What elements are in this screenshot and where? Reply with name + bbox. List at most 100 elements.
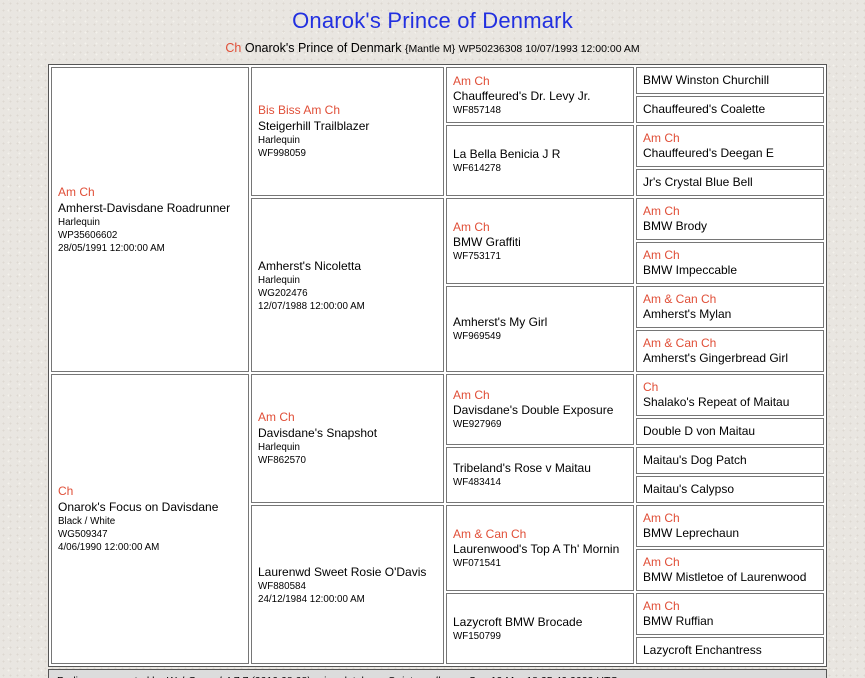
dog-name: Steigerhill Trailblazer [258, 119, 370, 133]
dog-detail: WF614278 [453, 162, 501, 174]
pedigree-row: Jr's Crystal Blue Bell [51, 169, 824, 196]
pedigree-row: Am Ch BMW Impeccable [51, 242, 824, 284]
footer-app-version: WebGeneal 4.7.7 (2010.08.08) [166, 675, 310, 678]
champion-title: Am Ch [453, 388, 490, 402]
pedigree-cell-gen4-3: Jr's Crystal Blue Bell [636, 169, 824, 196]
pedigree-cell-gen1-1: Ch Onarok's Focus on Davisdane Black / Whi… [51, 374, 249, 664]
dog-detail: WF857148 [453, 104, 501, 116]
pedigree-cell-gen4-6: Am & Can Ch Amherst's Mylan [636, 286, 824, 328]
dog-name: Laurenwd Sweet Rosie O'Davis [258, 564, 427, 579]
champion-title: Am Ch [643, 131, 680, 145]
pedigree-cell-gen4-4: Am Ch BMW Brody [636, 198, 824, 240]
pedigree-cell-gen4-11: Maitau's Calypso [636, 476, 824, 503]
footer-period: . [617, 675, 620, 678]
pedigree-cell-gen3-1: La Bella Benicia J R WF614278 [446, 125, 634, 196]
pedigree-cell-gen2-0: Bis Biss Am Ch Steigerhill Trailblazer Har… [251, 67, 444, 196]
dog-name: Tribeland's Rose v Maitau [453, 461, 591, 475]
pedigree-cell-gen3-6: Am & Can Ch Laurenwood's Top A Th' Mornin… [446, 505, 634, 591]
champion-title: Am Ch [643, 248, 680, 262]
pedigree-row: Amherst's Nicoletta Harlequin WG202476 12/0… [51, 198, 824, 372]
dog-name: Onarok's Focus on Davisdane [58, 500, 219, 514]
pedigree-row: Double D von Maitau [51, 418, 824, 445]
pedigree-cell-gen2-1: Amherst's Nicoletta Harlequin WG202476 12/0… [251, 198, 444, 372]
dog-name: BMW Impeccable [643, 263, 738, 277]
dog-detail: 12/07/1988 12:00:00 AM [258, 300, 365, 312]
subtitle-registration: WP50236308 10/07/1993 12:00:00 AM [458, 43, 640, 55]
champion-title: Am & Can Ch [643, 336, 717, 350]
subtitle-variant: {Mantle M} [404, 43, 456, 55]
dog-name: BMW Ruffian [643, 614, 714, 628]
dog-name: BMW Leprechaun [643, 526, 740, 540]
dog-detail: WE927969 [453, 419, 502, 430]
dog-detail: WF753171 [453, 250, 501, 262]
dog-name: BMW Winston Churchill [643, 73, 770, 87]
dog-name: Amherst-Davisdane Roadrunner [58, 200, 231, 215]
dog-name: BMW Mistletoe of Laurenwood [643, 570, 807, 584]
dog-detail: 4/06/1990 12:00:00 AM [58, 542, 160, 553]
dog-detail: WF483414 [453, 477, 501, 488]
dog-detail: WF880584 [258, 580, 306, 592]
dog-name: La Bella Benicia J R [453, 146, 561, 161]
dog-name: Amherst's Gingerbread Girl [643, 351, 789, 365]
subtitle-champion-prefix: Ch [225, 41, 242, 55]
champion-title: Am & Can Ch [453, 526, 527, 541]
dog-detail: WP35606602 [58, 229, 118, 241]
pedigree-cell-gen4-13: Am Ch BMW Mistletoe of Laurenwood [636, 549, 824, 591]
champion-title: Bis Biss Am Ch [258, 103, 341, 117]
dog-name: Amherst's Nicoletta [258, 258, 361, 273]
footer-connector: on [454, 675, 466, 678]
dog-name: Davisdane's Double Exposure [453, 403, 614, 417]
pedigree-table: Am Ch Amherst-Davisdane Roadrunner Harlequ… [48, 64, 827, 667]
dog-name: Chauffeured's Coalette [643, 102, 766, 116]
dog-name: Lazycroft Enchantress [643, 643, 762, 657]
dog-name: Maitau's Calypso [643, 482, 734, 496]
champion-title: Am Ch [643, 599, 680, 613]
champion-title: Am Ch [453, 73, 490, 88]
pedigree-cell-gen4-5: Am Ch BMW Impeccable [636, 242, 824, 284]
dog-name: Lazycroft BMW Brocade [453, 614, 583, 629]
dog-detail: Black / White [58, 516, 116, 527]
footer-bar: Pedigree generated by WebGeneal 4.7.7 (2… [48, 669, 827, 678]
dog-detail: WF862570 [258, 455, 306, 466]
pedigree-row: Chauffeured's Coalette [51, 96, 824, 123]
dog-detail: WF071541 [453, 557, 501, 569]
dog-detail: Harlequin [258, 442, 300, 453]
pedigree-row: La Bella Benicia J R WF614278 Am Ch Chauffe… [51, 125, 824, 196]
pedigree-cell-gen3-3: Amherst's My Girl WF969549 [446, 286, 634, 372]
dog-name: Davisdane's Snapshot [258, 426, 378, 440]
dog-name: Laurenwood's Top A Th' Mornin [453, 541, 620, 556]
pedigree-row: Am & Can Ch Amherst's Gingerbread Girl [51, 330, 824, 372]
champion-title: Am Ch [453, 219, 490, 234]
dog-detail: 28/05/1991 12:00:00 AM [58, 242, 165, 254]
champion-title: Am Ch [58, 184, 95, 199]
pedigree-cell-gen4-15: Lazycroft Enchantress [636, 637, 824, 664]
champion-title: Am Ch [643, 204, 680, 218]
pedigree-cell-gen2-2: Am Ch Davisdane's Snapshot Harlequin WF8625… [251, 374, 444, 503]
dog-detail: WF998059 [258, 148, 306, 159]
pedigree-row: Lazycroft BMW Brocade WF150799 Am Ch BMW Ru… [51, 593, 824, 664]
dog-detail: WF969549 [453, 331, 501, 342]
pedigree-subtitle: Ch Onarok's Prince of Denmark {Mantle M}… [0, 41, 865, 55]
dog-detail: WF150799 [453, 630, 501, 642]
champion-title: Am Ch [258, 410, 295, 424]
pedigree-row: Lazycroft Enchantress [51, 637, 824, 664]
footer-timestamp: Sun 12 Mar 18:35:40 2023 UTC [468, 675, 617, 678]
dog-detail: 24/12/1984 12:00:00 AM [258, 593, 365, 605]
dog-name: Amherst's My Girl [453, 315, 548, 329]
pedigree-cell-gen3-0: Am Ch Chauffeured's Dr. Levy Jr. WF857148 [446, 67, 634, 123]
dog-name: Double D von Maitau [643, 424, 756, 438]
pedigree-row: Ch Onarok's Focus on Davisdane Black / Whi… [51, 374, 824, 664]
champion-title: Am Ch [643, 511, 680, 525]
pedigree-cell-gen3-7: Lazycroft BMW Brocade WF150799 [446, 593, 634, 664]
footer-middle: using database [313, 675, 384, 678]
pedigree-table-container: Am Ch Amherst-Davisdane Roadrunner Harlequ… [48, 64, 827, 667]
pedigree-cell-gen4-1: Chauffeured's Coalette [636, 96, 824, 123]
pedigree-cell-gen4-10: Maitau's Dog Patch [636, 447, 824, 474]
dog-name: BMW Brody [643, 219, 708, 233]
champion-title: Ch [643, 380, 659, 394]
pedigree-row: Amherst's My Girl WF969549 Am & Can Ch Amhe… [51, 286, 824, 372]
champion-title: Am Ch [643, 555, 680, 569]
champion-title: Am & Can Ch [643, 292, 717, 306]
dog-name: Chauffeured's Dr. Levy Jr. [453, 88, 591, 103]
pedigree-cell-gen3-4: Am Ch Davisdane's Double Exposure WE927969 [446, 374, 634, 445]
